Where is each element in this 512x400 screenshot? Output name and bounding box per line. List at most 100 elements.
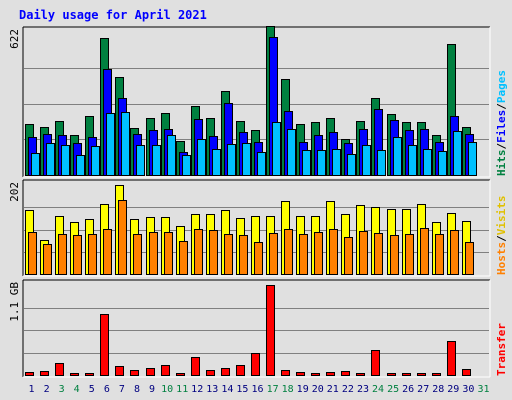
bar-hits-pages-6 [106,113,115,176]
bar-hits-pages-4 [76,155,85,176]
bar-visits-hosts-29 [450,230,459,275]
bar-hits-pages-24 [377,150,386,176]
bar-kbytes-transfer-6 [100,314,109,376]
x-tick-label: 4 [74,384,80,395]
x-tick-label: 17 [267,384,279,395]
bar-hits-pages-10 [167,135,176,176]
axis-label-part: Pages [495,70,508,103]
bar-kbytes-transfer-14 [221,368,230,376]
bar-kbytes-transfer-28 [432,373,441,376]
bar-visits-hosts-1 [28,232,37,275]
x-tick-label: 22 [342,384,354,395]
bar-kbytes-transfer-17 [266,285,275,376]
bar-hits-pages-26 [408,145,417,176]
panel-visits: 202 Hosts/Visits [8,179,508,277]
panel-axis-label: Transfer [495,323,508,376]
bar-kbytes-transfer-16 [251,353,260,376]
bar-hits-pages-9 [152,145,161,176]
x-tick-label: 15 [236,384,248,395]
bar-visits-hosts-18 [284,229,293,275]
bar-kbytes-transfer-3 [55,363,64,376]
bar-kbytes-transfer-4 [70,373,79,376]
x-tick-label: 7 [119,384,125,395]
bar-hits-pages-2 [46,143,55,176]
bar-hits-pages-11 [182,155,191,176]
panel-axis-label: Hits/Files/Pages [495,70,508,176]
bar-kbytes-transfer-25 [387,373,396,376]
bar-visits-hosts-25 [390,235,399,275]
axis-label-part: Hits [495,150,508,177]
x-tick-label: 26 [402,384,414,395]
x-tick-label: 13 [206,384,218,395]
bar-visits-hosts-2 [43,244,52,275]
bar-hits-pages-22 [347,154,356,176]
bar-hits-pages-1 [31,153,40,176]
bar-kbytes-transfer-18 [281,370,290,376]
bar-visits-hosts-10 [164,232,173,275]
bar-kbytes-transfer-23 [356,373,365,376]
x-tick-label: 25 [387,384,399,395]
bar-hits-pages-5 [91,146,100,176]
bar-kbytes-transfer-9 [146,368,155,376]
bar-kbytes-transfer-30 [462,369,471,376]
bar-visits-hosts-21 [329,229,338,275]
x-tick-label: 6 [104,384,110,395]
x-tick-label: 10 [161,384,173,395]
bar-visits-hosts-20 [314,232,323,275]
bar-hits-pages-21 [332,149,341,176]
bar-hits-pages-14 [227,144,236,176]
bar-hits-pages-30 [468,142,477,176]
x-tick-label: 28 [432,384,444,395]
bar-visits-hosts-13 [209,230,218,275]
x-tick-label: 24 [372,384,384,395]
panel-max-label: 1.1 GB [8,282,21,322]
x-tick-label: 2 [44,384,50,395]
bar-kbytes-transfer-24 [371,350,380,376]
x-tick-label: 1 [28,384,34,395]
panel-max-label: 202 [8,182,21,202]
axis-label-part: Transfer [495,323,508,376]
bar-kbytes-transfer-13 [206,370,215,376]
x-tick-label: 14 [221,384,233,395]
bar-hits-pages-7 [121,112,130,176]
bar-hits-pages-20 [317,150,326,176]
bar-visits-hosts-24 [374,233,383,275]
bar-hits-pages-12 [197,139,206,176]
bar-visits-hosts-4 [73,235,82,275]
bar-visits-hosts-6 [103,229,112,275]
bar-visits-hosts-11 [179,241,188,275]
chart-title: Daily usage for April 2021 [19,8,207,22]
bar-hits-pages-19 [302,150,311,176]
bar-visits-hosts-12 [194,229,203,275]
bar-kbytes-transfer-11 [176,373,185,376]
bar-kbytes-transfer-8 [130,370,139,376]
x-tick-label: 9 [149,384,155,395]
bar-visits-hosts-5 [88,234,97,275]
axis-label-part: Files [495,110,508,143]
bar-kbytes-transfer-7 [115,366,124,376]
bar-kbytes-transfer-26 [402,373,411,376]
x-tick-label: 23 [357,384,369,395]
bar-hits-pages-17 [272,122,281,176]
bar-hits-pages-18 [287,129,296,176]
bar-hits-pages-15 [242,143,251,176]
bar-visits-hosts-9 [149,232,158,275]
axis-label-part: Visits [495,196,508,236]
axis-label-part: Hosts [495,242,508,275]
bar-hits-pages-25 [393,137,402,176]
bar-visits-hosts-16 [254,242,263,275]
bar-kbytes-transfer-19 [296,372,305,376]
bar-visits-hosts-17 [269,233,278,275]
panel-axis-label: Hosts/Visits [495,196,508,276]
bar-visits-hosts-7 [118,200,127,275]
axis-label-part: / [495,235,508,242]
bar-hits-pages-3 [61,145,70,176]
bar-hits-pages-16 [257,152,266,176]
x-tick-label: 19 [297,384,309,395]
bar-hits-pages-28 [438,151,447,176]
x-tick-label: 20 [312,384,324,395]
bar-visits-hosts-26 [405,234,414,275]
x-tick-label: 3 [59,384,65,395]
